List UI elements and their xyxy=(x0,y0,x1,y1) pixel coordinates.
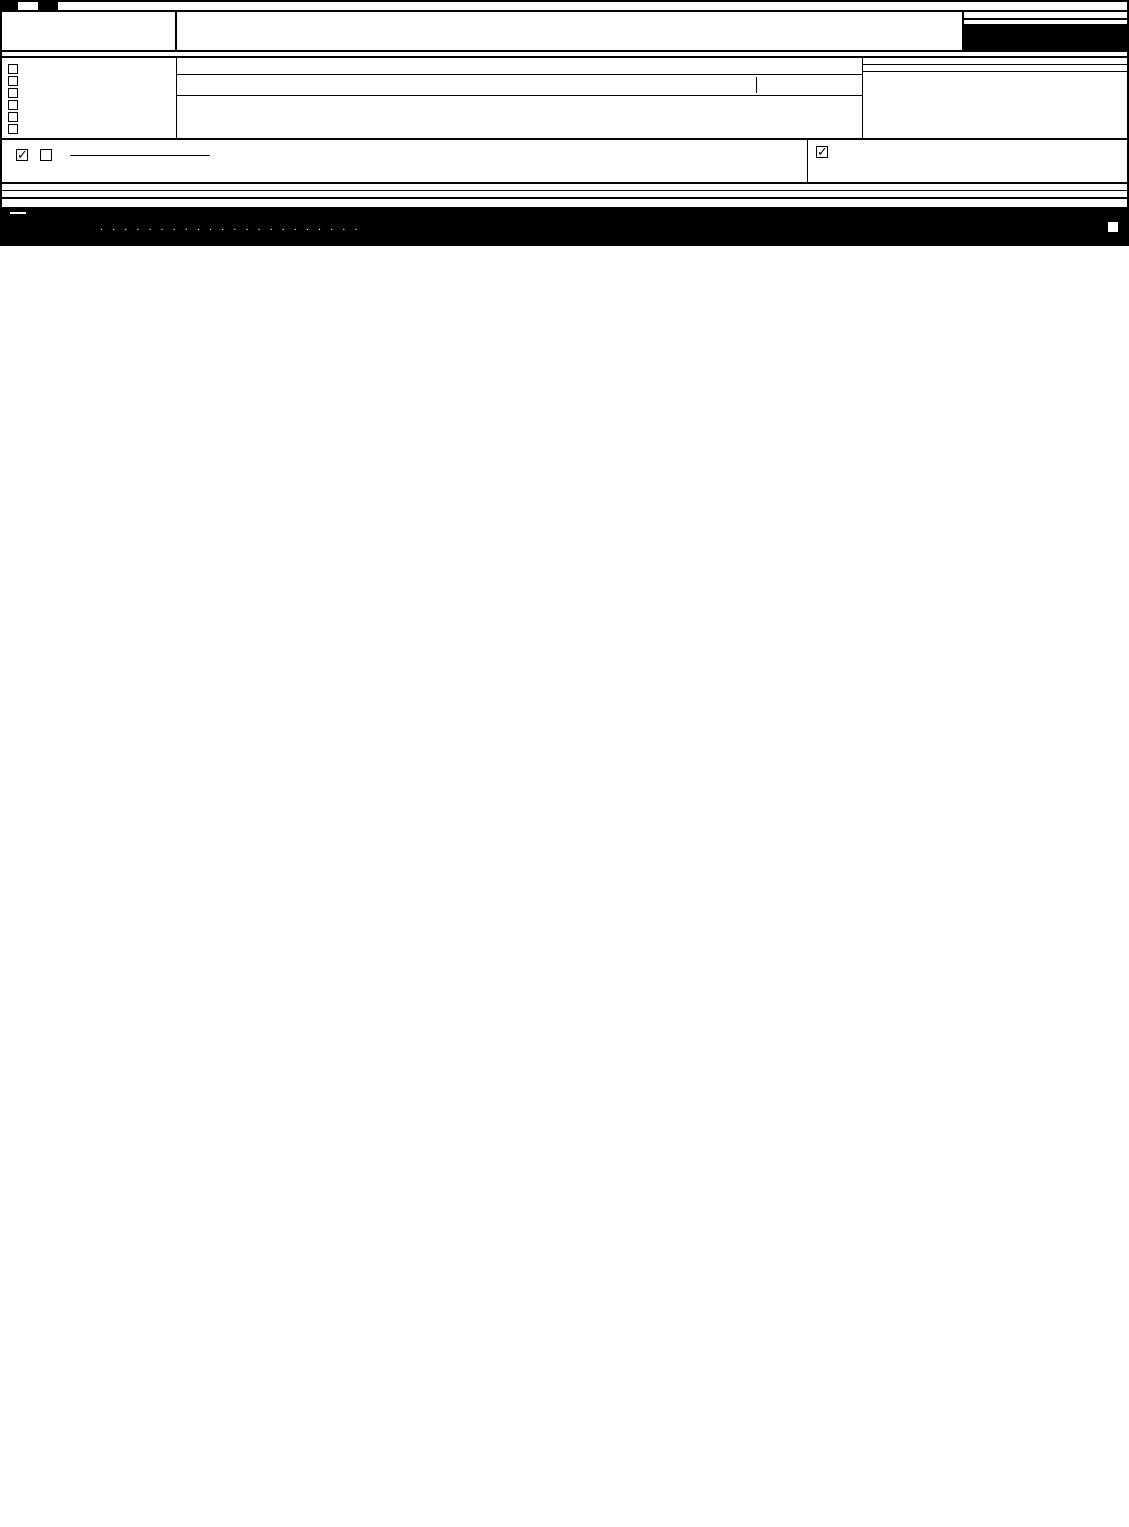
header-left xyxy=(2,12,177,50)
chk-cash[interactable] xyxy=(16,149,28,161)
section-l xyxy=(0,199,1129,209)
entity-block xyxy=(0,58,1129,140)
chk-schedule-o[interactable] xyxy=(1107,221,1119,233)
column-b-checkboxes xyxy=(2,58,177,138)
section-j xyxy=(0,184,1129,191)
chk-final-return[interactable] xyxy=(8,100,170,110)
form-header xyxy=(0,12,1129,52)
chk-amended-return[interactable] xyxy=(8,112,170,122)
part-1-header xyxy=(0,209,1129,219)
chk-address-change[interactable] xyxy=(8,64,170,74)
omb-number xyxy=(964,12,1127,20)
chk-application-pending[interactable] xyxy=(8,124,170,134)
page-footer xyxy=(0,245,1129,254)
chk-name-change[interactable] xyxy=(8,76,170,86)
column-c-name xyxy=(177,58,862,138)
header-right xyxy=(962,12,1127,50)
chk-initial-return[interactable] xyxy=(8,88,170,98)
section-ghi xyxy=(0,140,1129,184)
header-center xyxy=(177,12,962,50)
top-bar xyxy=(0,0,1129,12)
open-to-inspection xyxy=(964,26,1127,50)
room-suite xyxy=(756,77,856,93)
chk-accrual[interactable] xyxy=(40,149,52,161)
section-h xyxy=(807,140,1127,182)
part-1-subheader: . . . . . . . . . . . . . . . . . . . . … xyxy=(0,219,1129,239)
column-def xyxy=(862,58,1127,138)
efile-print-label[interactable] xyxy=(2,2,18,10)
part-1-label xyxy=(10,212,26,214)
dln-label xyxy=(1111,2,1127,10)
submission-date-label xyxy=(38,2,58,10)
chk-schedule-b[interactable] xyxy=(816,146,828,158)
section-k xyxy=(0,191,1129,199)
